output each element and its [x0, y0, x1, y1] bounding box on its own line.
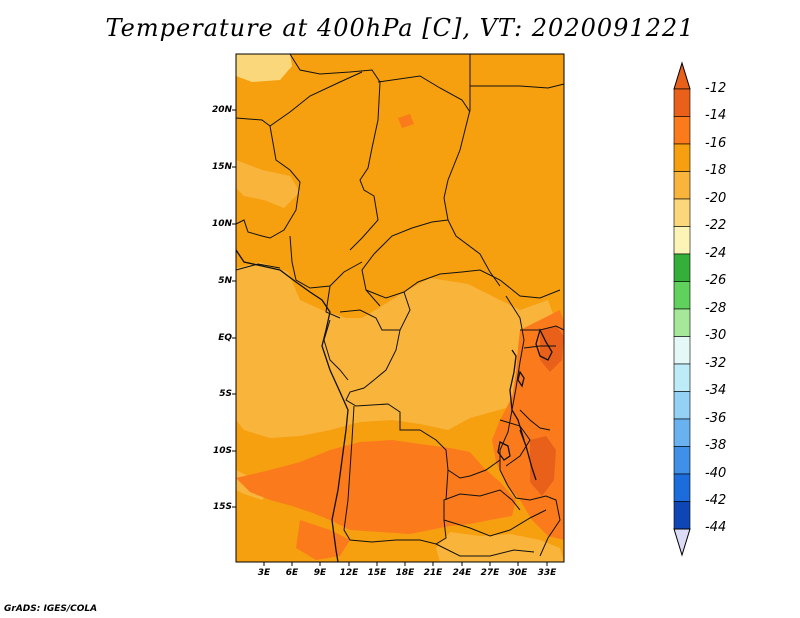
- colorbar-label-12: -12: [705, 81, 727, 96]
- temp-zone-minus18-sahel: [236, 160, 300, 208]
- colorbar-swatch: [673, 446, 691, 475]
- axis-ticks: [232, 109, 548, 566]
- colorbar-label-40: -40: [705, 466, 727, 481]
- colorbar-swatch: [673, 308, 691, 337]
- colorbar-swatch: [673, 171, 691, 200]
- colorbar-label-24: -24: [705, 246, 727, 261]
- lon-label-12e: 12E: [339, 568, 359, 578]
- colorbar-label-42: -42: [705, 493, 727, 508]
- colorbar-swatch: [673, 116, 691, 145]
- lon-label-30e: 30E: [508, 568, 528, 578]
- grads-credit: GrADS: IGES/COLA: [4, 604, 98, 614]
- map-frame: [235, 53, 565, 563]
- colorbar-label-36: -36: [705, 411, 727, 426]
- colorbar-swatch: [673, 143, 691, 172]
- colorbar-bottom-arrow: [673, 528, 691, 557]
- colorbar-swatch: [673, 473, 691, 502]
- colorbar-label-22: -22: [705, 218, 727, 233]
- colorbar-label-26: -26: [705, 273, 727, 288]
- lon-label-24e: 24E: [452, 568, 472, 578]
- colorbar-swatch: [673, 88, 691, 117]
- colorbar-label-32: -32: [705, 356, 727, 371]
- lon-label-33e: 33E: [537, 568, 557, 578]
- lon-label-9e: 9E: [313, 568, 327, 578]
- colorbar-label-28: -28: [705, 301, 727, 316]
- colorbar-swatch: [673, 226, 691, 255]
- temp-zone-minus12-southeast: [530, 436, 556, 496]
- colorbar-swatch: [673, 281, 691, 310]
- lon-label-6e: 6E: [285, 568, 299, 578]
- temp-zone-minus18-south: [436, 532, 564, 562]
- lon-label-21e: 21E: [423, 568, 443, 578]
- colorbar-label-38: -38: [705, 438, 727, 453]
- lat-label-5n: 5N: [218, 276, 232, 286]
- lat-label-15s: 15S: [212, 502, 232, 512]
- lon-label-15e: 15E: [367, 568, 387, 578]
- colorbar-label-18: -18: [705, 163, 727, 178]
- coastlines: [235, 249, 553, 563]
- colorbar-swatch: [673, 418, 691, 447]
- lon-label-3e: 3E: [257, 568, 271, 578]
- colorbar-label-34: -34: [705, 383, 727, 398]
- lon-label-27e: 27E: [480, 568, 500, 578]
- colorbar-swatch: [673, 501, 691, 530]
- lat-label-15n: 15N: [211, 162, 232, 172]
- temp-zone-minus20: [236, 54, 292, 82]
- colorbar-label-16: -16: [705, 136, 727, 151]
- map-title: Temperature at 400hPa [C], VT: 202009122…: [105, 14, 695, 42]
- lat-label-10s: 10S: [212, 446, 232, 456]
- temp-zone-minus12-east: [540, 326, 564, 372]
- colorbar-label-20: -20: [705, 191, 727, 206]
- temp-zone-minus14-south: [236, 440, 516, 534]
- colorbar-label-30: -30: [705, 328, 727, 343]
- colorbar-swatch: [673, 363, 691, 392]
- colorbar: [673, 61, 691, 557]
- lat-label-20n: 20N: [211, 105, 232, 115]
- lat-label-5s: 5S: [219, 389, 232, 399]
- colorbar-swatch: [673, 391, 691, 420]
- colorbar-swatch: [673, 336, 691, 365]
- lat-label-10n: 10N: [211, 219, 232, 229]
- colorbar-top-arrow: [673, 61, 691, 90]
- colorbar-swatch: [673, 253, 691, 282]
- colorbar-label-14: -14: [705, 108, 727, 123]
- lon-label-18e: 18E: [395, 568, 415, 578]
- lat-label-eq: EQ: [218, 333, 232, 343]
- colorbar-swatch: [673, 198, 691, 227]
- temp-zone-minus12-north: [398, 114, 414, 128]
- colorbar-label-44: -44: [705, 520, 727, 535]
- country-borders: [235, 53, 565, 557]
